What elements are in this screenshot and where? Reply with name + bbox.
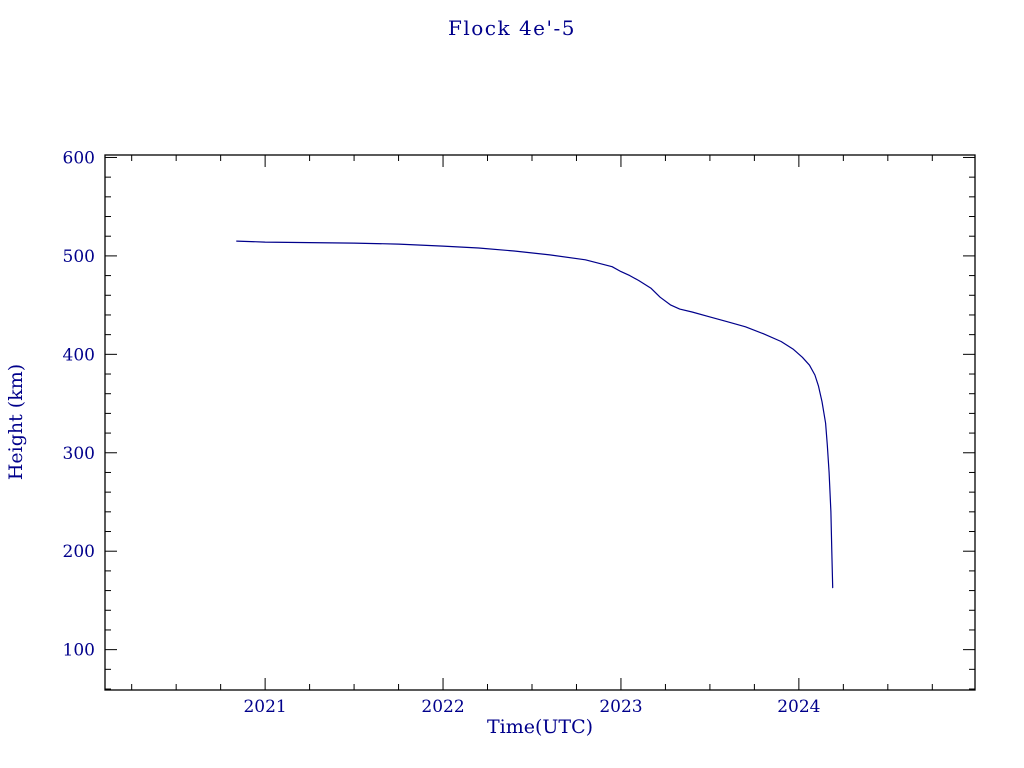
plot-frame — [104, 154, 976, 691]
x-tick-label: 2022 — [421, 697, 464, 717]
y-tick-label: 600 — [63, 148, 95, 168]
y-tick-label: 100 — [63, 641, 95, 661]
x-tick-label: 2024 — [777, 697, 820, 717]
y-tick-label: 500 — [63, 247, 95, 267]
x-tick-label: 2023 — [599, 697, 642, 717]
height-series-line — [236, 240, 834, 589]
y-axis-label: Height (km) — [5, 364, 27, 480]
x-tick-label: 2021 — [243, 697, 286, 717]
y-tick-label: 200 — [63, 542, 95, 562]
y-tick-label: 300 — [63, 444, 95, 464]
y-tick-label: 400 — [63, 345, 95, 365]
chart-title: Flock 4e'-5 — [447, 16, 577, 40]
x-axis-label: Time(UTC) — [487, 716, 593, 738]
